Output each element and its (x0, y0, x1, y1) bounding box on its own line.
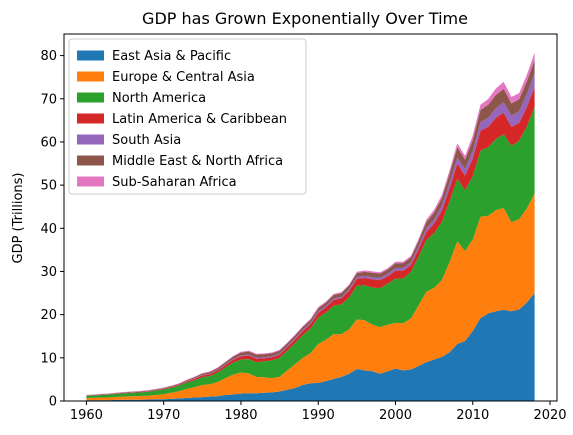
chart-title: GDP has Grown Exponentially Over Time (142, 9, 468, 28)
legend-swatch-4 (77, 134, 104, 145)
axes-group: 1960 1970 1980 1990 2000 2010 2020 0 10 20 30 40 50 6… (40, 33, 567, 423)
y-tick-label: 40 (40, 222, 57, 237)
legend-label-3: Latin America & Caribbean (112, 112, 287, 127)
legend-label-0: East Asia & Pacific (112, 49, 231, 64)
legend-swatch-0 (77, 50, 104, 61)
y-axis-label: GDP (Trillions) (11, 173, 26, 264)
area-series-0 (86, 293, 535, 401)
legend-swatch-1 (77, 71, 104, 82)
x-tick-label: 2000 (379, 408, 412, 423)
x-tick-label: 1980 (224, 408, 257, 423)
area-series-1 (86, 193, 535, 401)
legend-frame (68, 38, 307, 195)
legend-swatch-6 (77, 176, 104, 187)
y-tick-label: 80 (40, 49, 57, 64)
legend: East Asia & Pacific Europe & Central Asia… (68, 38, 307, 195)
y-tick-label: 10 (40, 351, 57, 366)
y-tick-label: 50 (40, 179, 57, 194)
x-tick-label: 2020 (533, 408, 566, 423)
y-tick-label: 0 (49, 395, 57, 410)
y-tick-label: 20 (40, 308, 57, 323)
y-tick-label: 70 (40, 92, 57, 107)
area-series-2 (86, 106, 535, 398)
legend-swatch-3 (77, 113, 104, 124)
legend-label-1: Europe & Central Asia (112, 70, 255, 85)
x-tick-label: 1960 (70, 408, 103, 423)
area-series-group (86, 52, 535, 401)
legend-swatch-5 (77, 155, 104, 166)
x-tick-label: 1990 (302, 408, 335, 423)
legend-label-2: North America (112, 91, 206, 106)
plot-frame (63, 33, 558, 402)
x-tick-label: 2010 (456, 408, 489, 423)
legend-label-6: Sub-Saharan Africa (112, 175, 237, 190)
legend-label-5: Middle East & North Africa (112, 154, 283, 169)
legend-label-4: South Asia (112, 133, 181, 148)
legend-swatch-2 (77, 92, 104, 103)
y-tick-label: 60 (40, 135, 57, 150)
y-tick-label: 30 (40, 265, 57, 280)
x-tick-label: 1970 (147, 408, 180, 423)
